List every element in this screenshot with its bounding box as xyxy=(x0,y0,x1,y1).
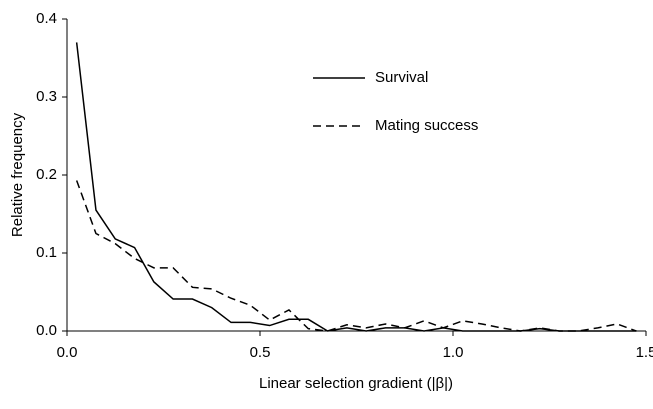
y-tick-label: 0.1 xyxy=(36,244,57,261)
y-tick-label: 0.2 xyxy=(36,166,57,183)
x-tick-label: 1.5 xyxy=(636,344,653,361)
y-tick-label: 0.3 xyxy=(36,88,57,105)
legend-label: Survival xyxy=(375,69,428,86)
y-axis-title: Relative frequency xyxy=(9,112,26,237)
x-axis-title: Linear selection gradient (|β|) xyxy=(259,375,453,392)
x-tick-label: 1.0 xyxy=(443,344,464,361)
series-line xyxy=(75,180,637,332)
y-tick-label: 0.0 xyxy=(36,322,57,339)
series-line xyxy=(75,42,637,332)
legend-label: Mating success xyxy=(375,117,478,134)
x-tick-label: 0.0 xyxy=(57,344,78,361)
y-tick-label: 0.4 xyxy=(36,10,57,27)
x-tick-label: 0.5 xyxy=(250,344,271,361)
